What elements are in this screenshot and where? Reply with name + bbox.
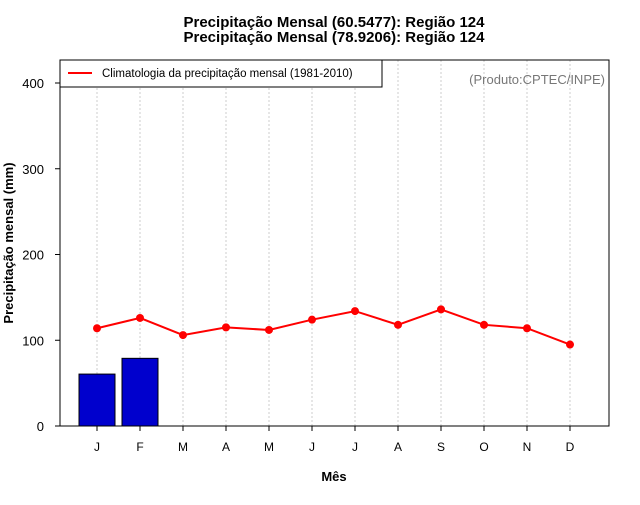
climatology-point — [179, 331, 187, 340]
climatology-line — [96, 308, 571, 346]
climatology-point — [480, 320, 488, 329]
climatology-point — [222, 323, 230, 332]
y-tick-label: 100 — [22, 333, 44, 348]
climatology-point — [308, 315, 316, 324]
x-tick-label: M — [178, 440, 188, 454]
legend: Climatologia da precipitação mensal (198… — [59, 59, 383, 88]
climatology-point — [523, 324, 531, 333]
bar-F — [121, 357, 159, 427]
y-tick-label: 400 — [22, 76, 44, 91]
x-axis-label: Mês — [321, 469, 346, 484]
chart-title-line-1: Precipitação Mensal (60.5477): Região 12… — [184, 14, 486, 31]
y-tick-label: 200 — [22, 248, 44, 263]
chart-title-line-2: Precipitação Mensal (78.9206): Região 12… — [184, 29, 486, 46]
x-tick-label: A — [222, 440, 230, 454]
legend-label: Climatologia da precipitação mensal (198… — [102, 68, 353, 80]
x-tick-label: J — [352, 440, 358, 454]
y-axis-label: Precipitação mensal (mm) — [1, 162, 16, 323]
climatology-point — [437, 305, 445, 314]
x-tick-label: N — [523, 440, 532, 454]
climatology-point — [394, 320, 402, 329]
x-tick-label: S — [437, 440, 445, 454]
x-tick-label: O — [479, 440, 488, 454]
x-tick-label: J — [94, 440, 100, 454]
climatology-point — [351, 307, 359, 316]
y-tick-label: 0 — [37, 419, 44, 434]
x-tick-label: A — [394, 440, 402, 454]
x-tick-label: D — [566, 440, 575, 454]
climatology-point — [566, 340, 574, 349]
product-annotation: (Produto:CPTEC/INPE) — [469, 72, 605, 87]
x-tick-label: F — [136, 440, 143, 454]
x-tick-label: J — [309, 440, 315, 454]
climatology-point — [136, 313, 144, 322]
x-tick-label: M — [264, 440, 274, 454]
climatology-point — [93, 324, 101, 333]
bar-J — [78, 373, 116, 427]
climatology-point — [265, 325, 273, 334]
y-tick-label: 300 — [22, 162, 44, 177]
